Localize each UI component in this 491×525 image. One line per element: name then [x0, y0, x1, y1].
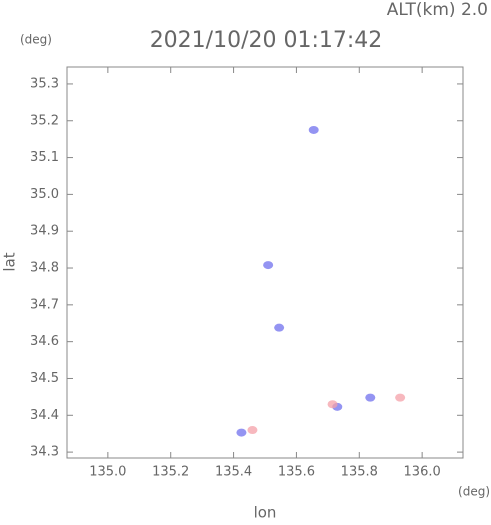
altitude-label: ALT(km) 2.0	[387, 0, 488, 20]
x-axis-label: lon	[254, 504, 277, 522]
y-tick-label: 34.3	[30, 445, 59, 460]
echo	[274, 323, 285, 332]
y-tick-label: 34.4	[30, 408, 59, 423]
echo	[365, 393, 376, 402]
x-tick-label: 135.0	[89, 465, 126, 480]
y-unit: (deg)	[20, 33, 52, 47]
y-tick-label: 35.1	[30, 150, 59, 165]
echo	[327, 400, 338, 409]
plot-frame	[66, 66, 464, 459]
x-tick-label: 135.6	[278, 465, 315, 480]
y-tick-label: 34.5	[30, 371, 59, 386]
y-tick-label: 35.0	[30, 187, 59, 202]
y-axis-label: lat	[1, 252, 19, 271]
y-tick-label: 34.6	[30, 334, 59, 349]
y-tick-label: 35.3	[30, 76, 59, 91]
x-tick-label: 136.0	[404, 465, 441, 480]
x-unit: (deg)	[458, 485, 490, 499]
echo	[308, 125, 319, 134]
y-tick-label: 34.7	[30, 297, 59, 312]
echo	[236, 428, 247, 437]
x-tick-label: 135.2	[152, 465, 189, 480]
chart-title: 2021/10/20 01:17:42	[150, 28, 383, 53]
echo	[247, 426, 258, 435]
y-tick-label: 34.9	[30, 224, 59, 239]
x-tick-label: 135.8	[341, 465, 378, 480]
y-tick-label: 35.2	[30, 113, 59, 128]
x-tick-label: 135.4	[215, 465, 252, 480]
echo	[395, 393, 406, 402]
echo	[263, 261, 274, 270]
y-tick-label: 34.8	[30, 261, 59, 276]
